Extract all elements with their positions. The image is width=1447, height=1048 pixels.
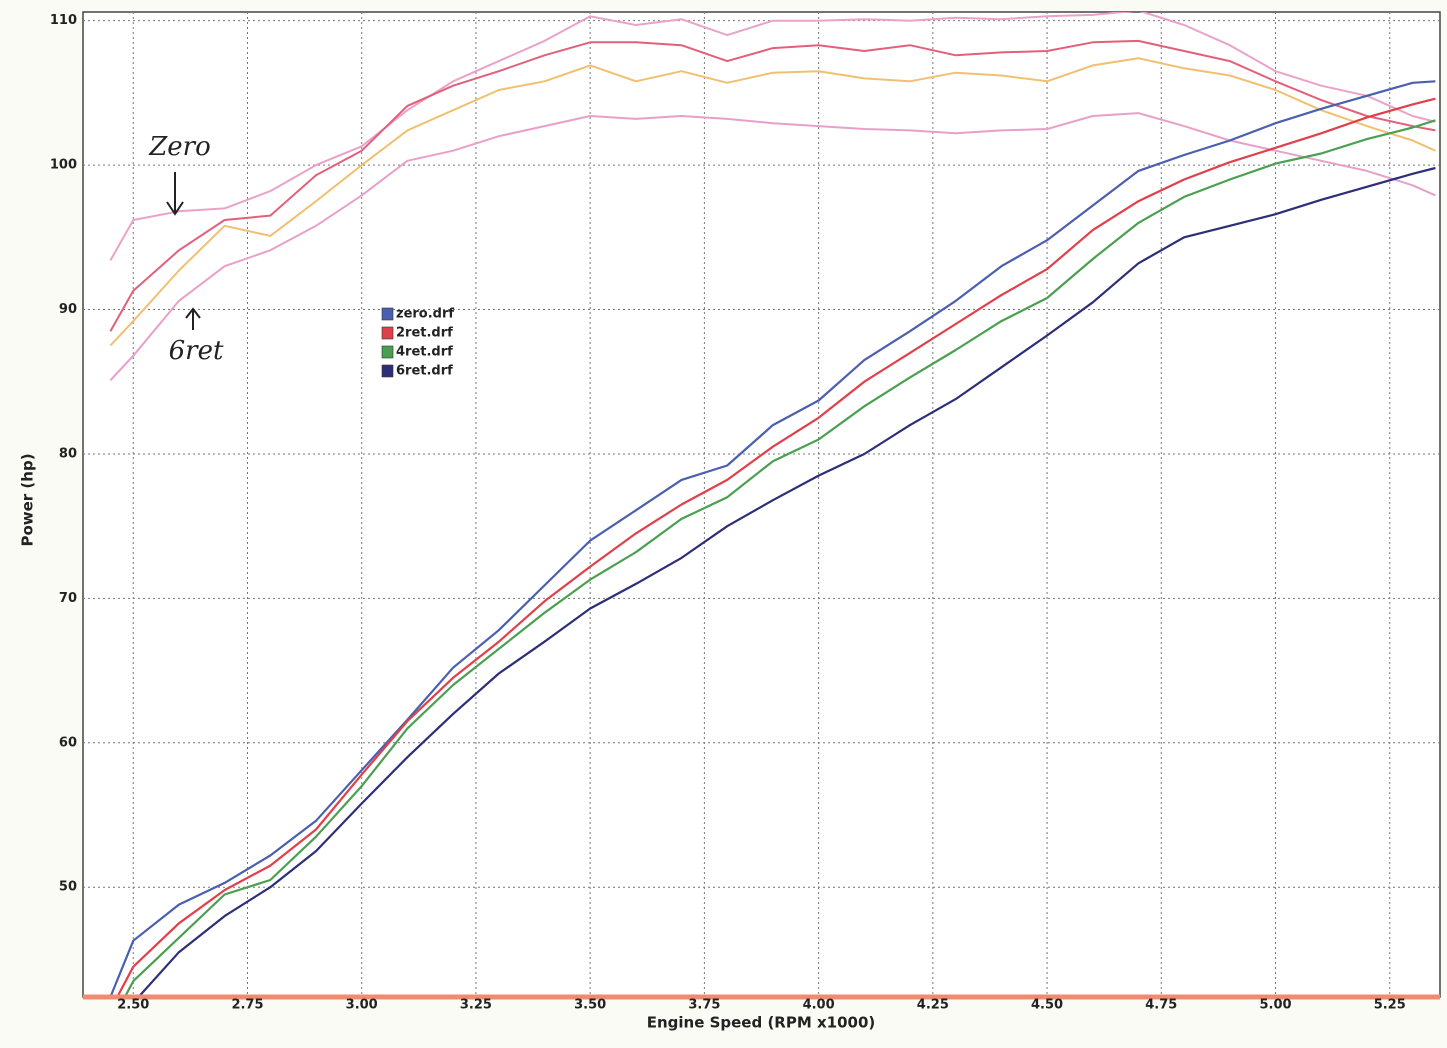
grid xyxy=(83,12,1440,997)
x-tick-label: 2.75 xyxy=(231,998,263,1013)
legend-swatch xyxy=(381,326,394,340)
x-tick-label: 5.00 xyxy=(1259,998,1291,1013)
line xyxy=(137,166,1436,997)
annotation: 6ret xyxy=(169,336,224,366)
annotation: Zero xyxy=(148,132,211,162)
x-tick-label: 4.75 xyxy=(1145,998,1177,1013)
x-tick-label: 4.50 xyxy=(1031,998,1063,1013)
line xyxy=(116,97,1436,997)
legend-swatch xyxy=(381,307,394,321)
x-axis-title: Engine Speed (RPM x1000) xyxy=(647,1014,876,1032)
x-tick-label: 3.75 xyxy=(688,998,720,1013)
y-tick-label: 90 xyxy=(59,302,77,317)
y-tick-label: 70 xyxy=(59,591,77,606)
x-tick-label: 3.50 xyxy=(574,998,606,1013)
line xyxy=(123,119,1436,997)
line xyxy=(109,39,1436,332)
x-tick-label: 5.25 xyxy=(1374,998,1406,1013)
legend-label: 2ret.drf xyxy=(396,326,453,341)
legend-label: 4ret.drf xyxy=(396,345,453,360)
line xyxy=(109,12,1436,261)
y-tick-label: 110 xyxy=(50,13,77,28)
ticks: 2.50 2.75 3.00 3.25 3.50 3.75 4.00 4.25 4.50 4.75… xyxy=(50,13,1406,1012)
legend-label: zero.drf xyxy=(396,307,454,322)
annotation-arrow xyxy=(166,172,184,216)
legend-label: 6ret.drf xyxy=(396,364,453,379)
legend: zero.drf 2ret.drf 4ret.drf 6ret.drf xyxy=(381,307,454,379)
legend-swatch xyxy=(381,364,394,378)
x-tick-label: 3.00 xyxy=(346,998,378,1013)
line xyxy=(109,80,1436,997)
y-tick-label: 50 xyxy=(59,880,77,895)
x-tick-label: 2.50 xyxy=(117,998,149,1013)
legend-swatch xyxy=(381,345,394,359)
x-tick-label: 3.25 xyxy=(460,998,492,1013)
y-tick-label: 60 xyxy=(59,735,77,750)
annotation-arrow xyxy=(185,307,201,330)
y-axis-title: Power (hp) xyxy=(19,453,37,546)
y-tick-label: 100 xyxy=(50,158,77,173)
y-tick-label: 80 xyxy=(59,446,77,461)
x-tick-label: 4.00 xyxy=(803,998,835,1013)
lines xyxy=(109,12,1436,997)
x-tick-label: 4.25 xyxy=(917,998,949,1013)
plot-area xyxy=(82,11,1441,998)
line xyxy=(109,57,1436,347)
